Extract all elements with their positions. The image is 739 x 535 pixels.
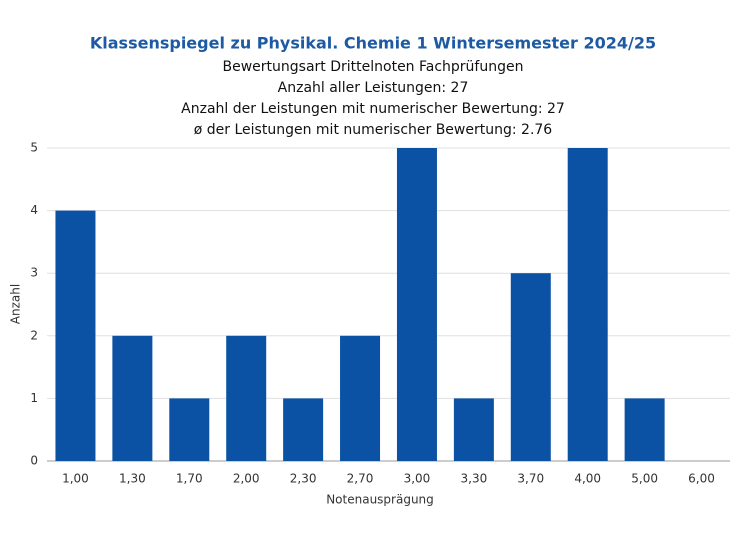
x-tick-label: 3,30 (461, 472, 488, 486)
x-axis-label: Notenausprägung (326, 493, 434, 507)
x-tick-label: 3,70 (517, 472, 544, 486)
bar (283, 398, 324, 461)
bar (624, 398, 665, 461)
x-tick-label: 2,00 (233, 472, 260, 486)
x-tick-label: 1,70 (176, 472, 203, 486)
x-tick-label: 5,00 (631, 472, 658, 486)
subtitle: Bewertungsart Drittelnoten Fachprüfungen (223, 59, 524, 75)
bar (396, 148, 437, 461)
y-tick-label: 0 (30, 454, 38, 468)
y-tick-label: 2 (30, 328, 38, 342)
x-tick-label: 4,00 (574, 472, 601, 486)
bar (226, 335, 267, 461)
y-tick-label: 5 (30, 141, 38, 155)
bar (567, 148, 608, 461)
bar (510, 273, 551, 461)
bar (112, 335, 153, 461)
y-tick-label: 4 (30, 203, 38, 217)
x-tick-label: 1,00 (62, 472, 89, 486)
subtitle: ø der Leistungen mit numerischer Bewertu… (194, 122, 553, 138)
x-tick-label: 1,30 (119, 472, 146, 486)
subtitle: Anzahl aller Leistungen: 27 (278, 80, 469, 96)
y-axis-label: Anzahl (9, 284, 23, 324)
bar (340, 335, 381, 461)
subtitle: Anzahl der Leistungen mit numerischer Be… (181, 101, 565, 117)
chart-title: Klassenspiegel zu Physikal. Chemie 1 Win… (90, 34, 656, 53)
x-tick-label: 2,70 (347, 472, 374, 486)
y-tick-label: 3 (30, 266, 38, 280)
y-tick-label: 1 (30, 391, 38, 405)
x-tick-label: 6,00 (688, 472, 715, 486)
x-tick-label: 3,00 (404, 472, 431, 486)
bar (55, 210, 96, 461)
bar (453, 398, 494, 461)
bar (169, 398, 210, 461)
x-tick-label: 2,30 (290, 472, 317, 486)
